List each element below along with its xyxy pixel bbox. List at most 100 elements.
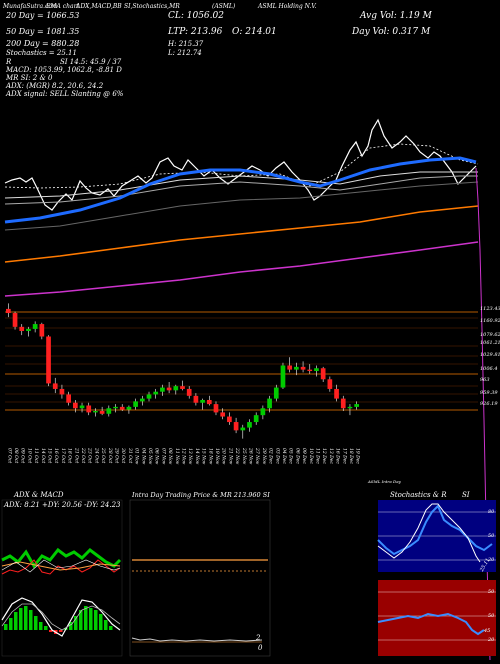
ticker-label: (ASML): [212, 3, 236, 10]
candle-body: [287, 365, 293, 370]
ma200-label: 200 Day = 880.28: [6, 39, 80, 48]
candle-body: [267, 398, 272, 409]
date-tick-label: 15 Oct: [47, 448, 53, 463]
macd-white-line: [1, 597, 121, 637]
candle-body: [334, 388, 339, 399]
date-tick-label: 31 Oct: [127, 448, 133, 463]
open-label: O: 214.01: [232, 27, 277, 37]
macd-bar: [104, 620, 108, 630]
candle-body: [66, 394, 71, 403]
white-dotted-ema: [4, 143, 479, 189]
macd-bar: [14, 612, 18, 630]
macd-bar: [19, 608, 23, 630]
candle-body: [93, 411, 98, 413]
intraday-title: Intra Day Trading Price & MR 213.960 SI: [132, 491, 270, 499]
stoch-white-line: [377, 503, 481, 563]
candle-body: [213, 404, 219, 413]
white-ema-band-1: [4, 171, 478, 199]
tab-ema[interactable]: EMA chart: [46, 3, 79, 10]
price-axis-label: 1160.92: [480, 318, 500, 324]
adx-label: ADX: (MGR) 8.2, 20.6, 24.2: [6, 82, 104, 90]
date-tick-label: 07 Nov: [160, 448, 166, 465]
date-tick-label: 09 Oct: [20, 448, 26, 463]
orange-ema-line: [4, 205, 479, 263]
candlestick-series: [6, 303, 359, 439]
date-tick-label: 29 Nov: [261, 447, 267, 465]
stochastics-panel: [377, 500, 496, 572]
candle-body: [72, 402, 78, 409]
date-tick-label: 16 Dec: [335, 448, 341, 464]
candle-body: [340, 398, 346, 409]
date-tick-label: 15 Nov: [201, 448, 207, 465]
adx-macd-title: ADX & MACD: [14, 491, 64, 499]
date-tick-label: 25 Oct: [100, 447, 106, 463]
date-tick-label: 20 Nov: [221, 447, 227, 465]
date-tick-label: 19 Nov: [214, 448, 220, 465]
candle-body: [86, 405, 92, 413]
candle-body: [113, 406, 118, 409]
date-tick-label: 08 Oct: [13, 448, 19, 463]
day-vol-label: Day Vol: 0.317 M: [352, 27, 431, 37]
macd-bar: [74, 616, 78, 630]
macd-bar: [49, 630, 53, 632]
date-tick-label: 14 Nov: [194, 448, 200, 465]
si-label-20: 20: [488, 637, 495, 643]
candle-body: [59, 388, 65, 395]
macd-bar: [24, 606, 28, 630]
candle-body: [227, 416, 232, 423]
stochastics-label: Stochastics = 25.11: [6, 49, 77, 57]
tab-si[interactable]: SI,Stochastics,MR: [124, 3, 180, 10]
stoch-label-50: 50: [488, 533, 495, 539]
price-axis-label: 1123.43: [480, 306, 500, 312]
white-ema-band-2: [4, 175, 478, 205]
si-label: SI 14.5: 45.9 / 37: [60, 58, 122, 66]
r-label: R: [6, 58, 12, 66]
macd-bar: [89, 608, 93, 630]
candle-body: [193, 395, 199, 403]
tab-adx[interactable]: ADX,MACD,BB: [76, 3, 122, 10]
price-axis-label: 926.19: [480, 401, 498, 407]
site-label: MunafaSutra.com: [3, 3, 58, 10]
candle-body: [247, 422, 252, 428]
macd-bar: [94, 610, 98, 630]
candle-body: [347, 406, 353, 409]
adx-signal-label: ADX signal: SELL Slanting @ 6%: [6, 90, 124, 98]
macd-label: MACD: 1053.99, 1062.8, -8.81 D: [6, 66, 122, 74]
candle-body: [220, 412, 226, 417]
white-price-line: [4, 118, 477, 211]
magenta-ema-line: [4, 241, 479, 297]
candle-body: [139, 398, 145, 402]
intraday-price-line: [131, 637, 263, 642]
date-tick-label: 03 Dec: [274, 448, 280, 464]
candle-body: [6, 308, 11, 314]
candle-body: [133, 401, 138, 407]
date-tick-label: 22 Nov: [234, 447, 240, 465]
candle-body: [19, 326, 25, 331]
date-tick-label: 02 Dec: [268, 448, 274, 464]
date-tick-label: 04 Nov: [140, 448, 146, 465]
date-tick-label: 18 Oct: [67, 448, 73, 463]
ma50-label: 50 Day = 1081.35: [6, 27, 80, 36]
date-tick-label: 21 Nov: [227, 447, 233, 465]
macd-bar: [34, 616, 38, 630]
adx-orange-line: [1, 561, 121, 571]
candle-body: [12, 313, 18, 327]
close-label: CL: 1056.02: [168, 11, 224, 21]
macd-bar: [59, 630, 63, 632]
date-tick-label: 26 Nov: [247, 447, 253, 465]
date-tick-label: 12 Nov: [181, 448, 187, 465]
candle-body: [173, 386, 179, 391]
candle-body: [119, 406, 125, 410]
candle-body: [153, 391, 159, 395]
date-axis: 07 Oct 08 Oct 09 Oct 10 Oct 11 Oct 14 Oct 15 O…: [6, 447, 360, 465]
candle-body: [240, 427, 246, 431]
stoch-label-20: 20: [488, 557, 495, 563]
candle-body: [180, 386, 185, 389]
date-tick-label: 28 Oct: [107, 447, 113, 463]
intraday-footer: ASML Intra Day: [368, 479, 401, 484]
price-axis-label: 959.39: [480, 390, 498, 396]
candle-body: [314, 368, 319, 371]
intraday-label-0: 0: [258, 644, 263, 652]
candle-body: [260, 408, 266, 416]
